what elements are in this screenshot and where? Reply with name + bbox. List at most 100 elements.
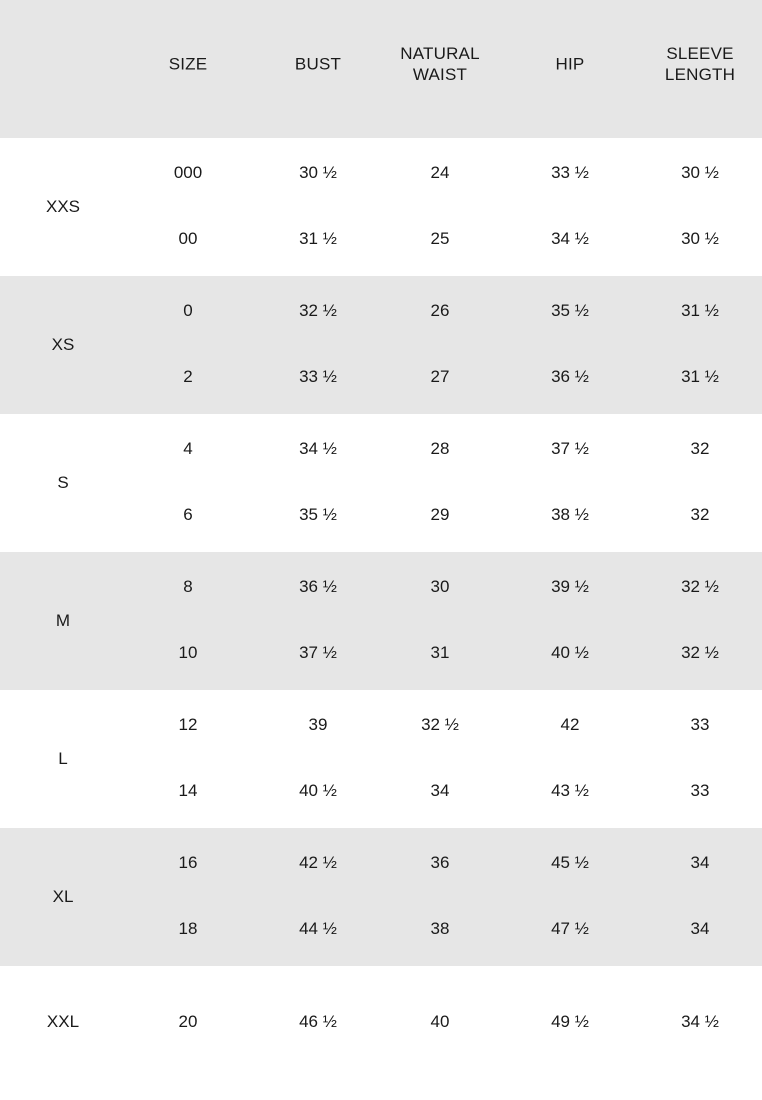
header-bust: BUST [294,54,342,74]
table-header: SIZE BUST NATURAL WAIST HIP SLEEVE LENGTH [0,0,762,138]
cell-size: 18 [178,919,198,938]
cell-natural-waist: 32 ½ [421,715,459,734]
group-label: XS [51,335,75,354]
table-row: 000 30 ½ 24 33 ½ 30 ½ [0,140,762,206]
cell-sleeve-length: 31 ½ [681,301,719,320]
cell-bust: 31 ½ [299,229,337,248]
cell-bust: 44 ½ [299,919,337,938]
cell-sleeve-length: 33 [690,781,710,800]
cell-bust: 30 ½ [299,163,337,182]
cell-size: 4 [183,439,193,458]
cell-bust: 46 ½ [299,1012,337,1031]
cell-bust: 39 [308,715,328,734]
cell-hip: 39 ½ [551,577,589,596]
cell-bust: 42 ½ [299,853,337,872]
cell-natural-waist: 30 [430,577,450,596]
size-group-s: S 4 34 ½ 28 37 ½ 32 6 35 ½ 29 38 ½ 32 [0,414,762,552]
header-natural-waist: NATURAL WAIST [400,44,480,84]
cell-size: 8 [183,577,193,596]
cell-bust: 36 ½ [299,577,337,596]
cell-bust: 32 ½ [299,301,337,320]
cell-hip: 43 ½ [551,781,589,800]
table-row: 00 31 ½ 25 34 ½ 30 ½ [0,206,762,272]
size-group-xl: XL 16 42 ½ 36 45 ½ 34 18 44 ½ 38 47 ½ 34 [0,828,762,966]
cell-hip: 49 ½ [551,1012,589,1031]
group-label: XL [52,887,74,906]
cell-sleeve-length: 34 [690,919,710,938]
header-sleeve-length: SLEEVE LENGTH [664,44,736,84]
cell-hip: 35 ½ [551,301,589,320]
table-body: XXS 000 30 ½ 24 33 ½ 30 ½ 00 31 ½ 25 34 ½ 30 ½ XS 0 3… [0,138,762,1100]
cell-bust: 35 ½ [299,505,337,524]
cell-size: 16 [178,853,198,872]
table-row: 16 42 ½ 36 45 ½ 34 [0,830,762,896]
cell-natural-waist: 34 [430,781,450,800]
header-hip: HIP [555,54,585,74]
cell-hip: 42 [560,715,580,734]
cell-natural-waist: 40 [430,1012,450,1031]
cell-sleeve-length: 33 [690,715,710,734]
cell-sleeve-length: 32 [690,505,710,524]
table-row: 14 40 ½ 34 43 ½ 33 [0,758,762,824]
cell-sleeve-length: 32 ½ [681,643,719,662]
table-row: 8 36 ½ 30 39 ½ 32 ½ [0,554,762,620]
group-label: XXL [46,1012,80,1031]
cell-bust: 34 ½ [299,439,337,458]
cell-sleeve-length: 30 ½ [681,229,719,248]
cell-hip: 45 ½ [551,853,589,872]
cell-natural-waist: 31 [430,643,450,662]
table-row: 12 39 32 ½ 42 33 [0,692,762,758]
cell-natural-waist: 27 [430,367,450,386]
cell-size: 00 [178,229,198,248]
size-group-m: M 8 36 ½ 30 39 ½ 32 ½ 10 37 ½ 31 40 ½ 32 ½ [0,552,762,690]
size-group-xs: XS 0 32 ½ 26 35 ½ 31 ½ 2 33 ½ 27 36 ½ 31 ½ [0,276,762,414]
cell-hip: 36 ½ [551,367,589,386]
cell-size: 2 [183,367,193,386]
cell-hip: 47 ½ [551,919,589,938]
table-row: 6 35 ½ 29 38 ½ 32 [0,482,762,548]
size-group-l: L 12 39 32 ½ 42 33 14 40 ½ 34 43 ½ 33 [0,690,762,828]
cell-hip: 38 ½ [551,505,589,524]
table-row: 4 34 ½ 28 37 ½ 32 [0,416,762,482]
cell-size: 0 [183,301,193,320]
cell-natural-waist: 28 [430,439,450,458]
cell-size: 12 [178,715,198,734]
cell-sleeve-length: 32 [690,439,710,458]
table-row: 18 44 ½ 38 47 ½ 34 [0,896,762,962]
cell-natural-waist: 26 [430,301,450,320]
cell-size: 6 [183,505,193,524]
group-label: S [57,473,69,492]
cell-size: 14 [178,781,198,800]
cell-size: 20 [178,1012,198,1031]
cell-sleeve-length: 34 ½ [681,1012,719,1031]
cell-hip: 37 ½ [551,439,589,458]
cell-natural-waist: 36 [430,853,450,872]
cell-sleeve-length: 32 ½ [681,577,719,596]
cell-hip: 33 ½ [551,163,589,182]
cell-bust: 37 ½ [299,643,337,662]
size-group-xxl: XXL 20 46 ½ 40 49 ½ 34 ½ [0,966,762,1100]
cell-hip: 40 ½ [551,643,589,662]
cell-size: 10 [178,643,198,662]
size-group-xxs: XXS 000 30 ½ 24 33 ½ 30 ½ 00 31 ½ 25 34 ½ 30 ½ [0,138,762,276]
group-label: L [58,749,68,768]
cell-hip: 34 ½ [551,229,589,248]
cell-sleeve-length: 31 ½ [681,367,719,386]
group-label: M [55,611,71,630]
header-size: SIZE [168,54,208,74]
cell-bust: 40 ½ [299,781,337,800]
cell-natural-waist: 25 [430,229,450,248]
table-row: 2 33 ½ 27 36 ½ 31 ½ [0,344,762,410]
group-label: XXS [45,197,81,216]
table-row: 0 32 ½ 26 35 ½ 31 ½ [0,278,762,344]
cell-sleeve-length: 30 ½ [681,163,719,182]
table-row: 10 37 ½ 31 40 ½ 32 ½ [0,620,762,686]
cell-natural-waist: 24 [430,163,450,182]
cell-natural-waist: 29 [430,505,450,524]
table-row: 20 46 ½ 40 49 ½ 34 ½ [0,989,762,1055]
cell-sleeve-length: 34 [690,853,710,872]
cell-natural-waist: 38 [430,919,450,938]
cell-size: 000 [173,163,203,182]
cell-bust: 33 ½ [299,367,337,386]
